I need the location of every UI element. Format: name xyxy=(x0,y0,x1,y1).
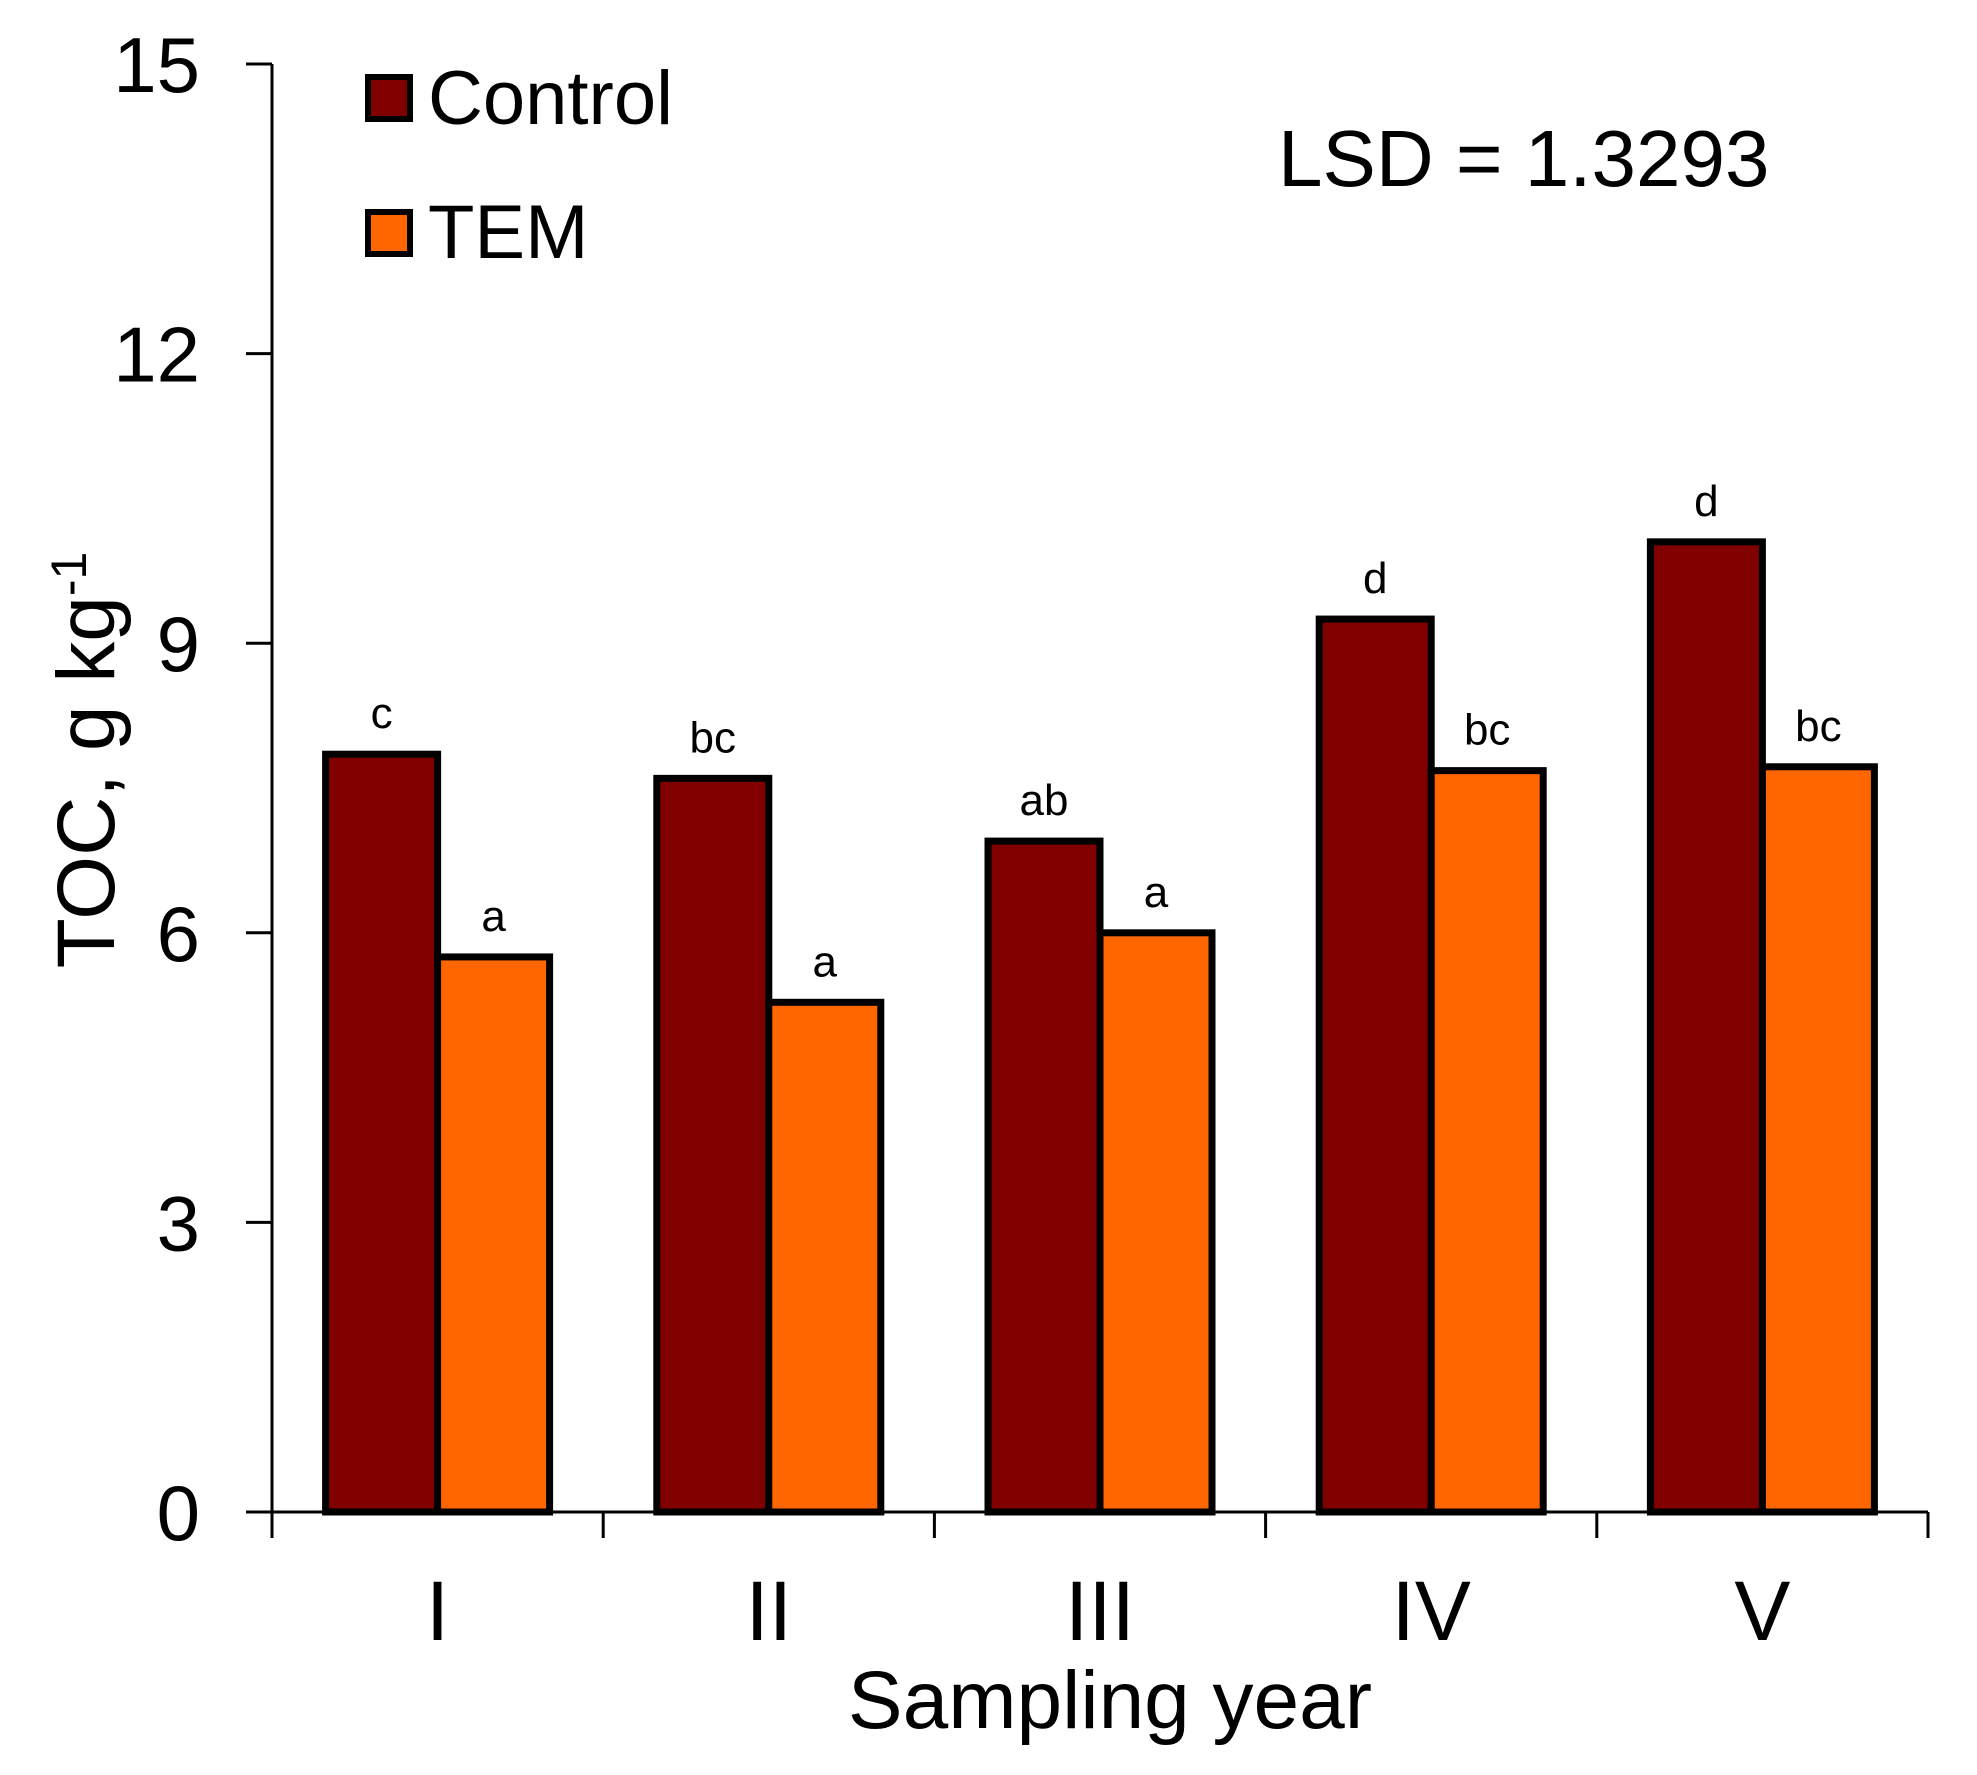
y-tick-label: 3 xyxy=(157,1179,200,1267)
legend: Control TEM xyxy=(365,56,673,275)
lsd-annotation: LSD = 1.3293 xyxy=(1278,114,1769,203)
axes-group xyxy=(270,64,1928,1514)
x-axis-title: Sampling year xyxy=(848,1655,1372,1746)
y-tick-label: 6 xyxy=(157,890,200,978)
bar-tem-iv xyxy=(1427,767,1547,1516)
bar-tem-v xyxy=(1758,763,1878,1516)
x-tick-label: IV xyxy=(1392,1564,1471,1658)
bar-tem-ii xyxy=(765,998,885,1516)
y-tick-label: 12 xyxy=(113,311,200,399)
bar-control-i xyxy=(322,750,442,1516)
x-tick-label: V xyxy=(1734,1564,1790,1658)
y-tick-label: 0 xyxy=(157,1469,200,1557)
sig-letter-tem-i: a xyxy=(481,892,506,941)
sig-letter-tem-ii: a xyxy=(813,937,838,986)
svg-text:TOC, g kg-1: TOC, g kg-1 xyxy=(41,552,132,969)
sig-letter-control-ii: bc xyxy=(690,713,736,762)
sig-letter-control-iii: ab xyxy=(1020,776,1069,825)
significance-letters-group: c a bc a ab a d bc d bc xyxy=(371,477,1842,986)
x-tick-label: III xyxy=(1065,1564,1135,1658)
y-tick-label: 15 xyxy=(113,21,200,109)
sig-letter-tem-iii: a xyxy=(1144,868,1169,917)
bar-tem-iii xyxy=(1096,929,1216,1516)
legend-swatch-control xyxy=(365,74,413,122)
bar-control-ii xyxy=(653,774,773,1516)
sig-letter-control-v: d xyxy=(1694,477,1718,526)
y-tick-label: 9 xyxy=(157,600,200,688)
bar-control-iv xyxy=(1315,615,1435,1516)
sig-letter-tem-v: bc xyxy=(1795,702,1841,751)
y-axis-title-text: TOC, g kg xyxy=(41,596,132,968)
bars-group xyxy=(322,538,1878,1516)
bar-tem-i xyxy=(434,953,554,1516)
sig-letter-tem-iv: bc xyxy=(1464,706,1510,755)
legend-label-tem: TEM xyxy=(428,190,588,275)
x-tick-label: I xyxy=(426,1564,449,1658)
legend-swatch-tem xyxy=(365,209,413,257)
bar-control-iii xyxy=(984,837,1104,1516)
y-axis-title-superscript: -1 xyxy=(41,552,97,596)
legend-label-control: Control xyxy=(428,56,673,141)
sig-letter-control-i: c xyxy=(371,689,393,738)
y-axis-title: TOC, g kg-1 xyxy=(41,552,132,969)
x-tick-label: II xyxy=(745,1564,792,1658)
bar-control-v xyxy=(1646,538,1766,1516)
sig-letter-control-iv: d xyxy=(1363,554,1387,603)
